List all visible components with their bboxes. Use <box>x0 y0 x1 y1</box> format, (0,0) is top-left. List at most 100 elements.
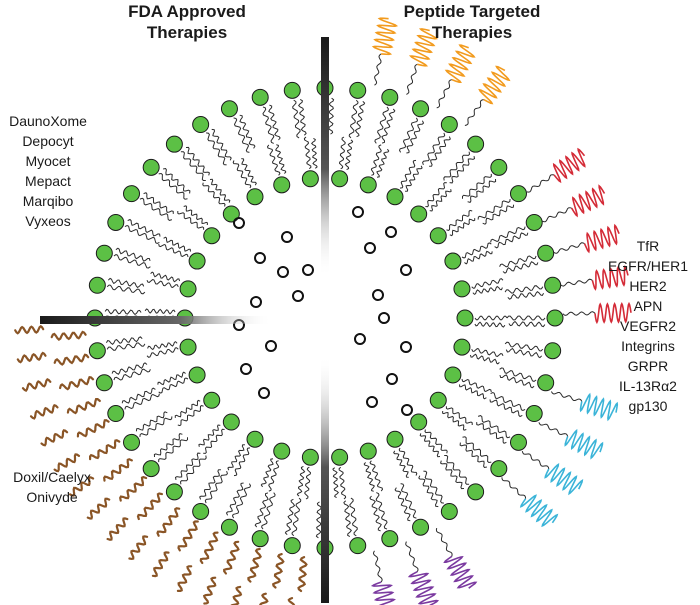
target-item: HER2 <box>629 278 667 294</box>
lipid-tail <box>146 279 179 288</box>
lipid-tail <box>490 226 526 243</box>
peg-chain-layer <box>14 324 308 605</box>
peg-chain <box>271 553 285 589</box>
lipid-tail <box>261 492 276 530</box>
lipid-tail <box>241 158 257 186</box>
lipid-headgroup <box>283 81 301 99</box>
lipid-tail <box>419 433 441 458</box>
lipid-tail <box>146 347 179 358</box>
drug-molecule <box>292 290 304 302</box>
lipid-tail <box>449 218 476 237</box>
lipid-headgroup <box>509 185 527 203</box>
lipid-tail <box>443 151 471 181</box>
lipid-headgroup <box>273 442 291 460</box>
lipid-tail <box>106 342 146 351</box>
peg-chain <box>136 492 163 521</box>
lipid-tail <box>459 384 487 400</box>
lipid-tail <box>266 144 281 176</box>
peg-chain <box>156 507 181 537</box>
fda-item: Depocyt <box>22 133 73 149</box>
lipid-headgroup <box>220 518 238 536</box>
lipid-tail <box>467 178 497 203</box>
peptide-helix <box>544 462 584 496</box>
lipid-tail <box>507 291 545 300</box>
lipid-tail <box>338 466 347 500</box>
target-item: IL-13Rα2 <box>619 378 677 394</box>
peptide-linker <box>406 63 418 95</box>
lipid-tail <box>476 422 507 444</box>
lipid-headgroup <box>453 338 471 356</box>
peg-chain <box>69 476 95 497</box>
lipid-headgroup <box>440 502 458 520</box>
lipid-headgroup <box>429 227 447 245</box>
lipid-tail <box>445 406 473 425</box>
peg-chain <box>103 458 133 482</box>
lipid-tail <box>393 450 409 478</box>
peg-chain <box>76 419 110 438</box>
lipid-headgroup <box>444 252 462 270</box>
lipid-tail <box>369 495 382 532</box>
lipid-tail <box>115 247 151 262</box>
lipid-headgroup <box>123 185 141 203</box>
peptide-helix <box>579 392 619 422</box>
lipid-headgroup <box>490 460 508 478</box>
peptide-helix <box>571 184 606 218</box>
peg-chain <box>177 520 199 552</box>
peg-chain <box>89 439 121 461</box>
lipid-tail <box>482 204 515 225</box>
peptide-linker <box>538 422 569 437</box>
lipid-headgroup <box>107 405 125 423</box>
lipid-headgroup <box>107 213 125 231</box>
header-fda-line1: FDA Approved <box>128 2 246 21</box>
lipid-tail <box>489 399 523 418</box>
drug-molecule <box>302 264 314 276</box>
lipid-tail <box>233 447 251 477</box>
peg-chain <box>287 597 296 605</box>
lipid-headgroup <box>546 309 564 327</box>
lipid-tail <box>461 378 492 393</box>
lipid-tail <box>327 97 335 135</box>
lipid-headgroup <box>453 280 471 298</box>
lipid-headgroup <box>410 205 428 223</box>
lipid-headgroup <box>537 244 555 262</box>
lipid-tail <box>231 483 252 519</box>
lipid-tail <box>121 387 156 404</box>
lipid-tail <box>183 205 208 226</box>
lipid-headgroup <box>246 188 264 206</box>
drug-molecule <box>354 333 366 345</box>
peptide-helix <box>564 428 604 460</box>
lipid-headgroup <box>331 448 349 466</box>
lipid-tail <box>490 391 526 412</box>
lipid-tail <box>124 224 160 245</box>
peptide-linker <box>553 242 585 254</box>
drug-molecule <box>265 340 277 352</box>
lipid-headgroup <box>179 338 197 356</box>
peptide-helix <box>443 555 478 589</box>
lipid-tail <box>394 487 411 522</box>
lipid-tail <box>124 393 160 410</box>
drug-molecule <box>233 217 245 229</box>
drug-molecule <box>400 341 412 353</box>
lipid-headgroup <box>273 176 291 194</box>
lipid-tail <box>462 436 492 464</box>
lipid-tail <box>144 308 176 315</box>
fda-item: Marqibo <box>23 193 74 209</box>
lipid-tail <box>163 236 191 252</box>
lipid-tail <box>158 377 189 394</box>
lipid-tail <box>163 167 191 194</box>
lipid-tail <box>442 410 467 431</box>
lipid-headgroup <box>331 170 349 188</box>
target-item: VEGFR2 <box>620 318 676 334</box>
lipid-tail <box>398 447 418 476</box>
drug-molecule <box>366 396 378 408</box>
target-item: APN <box>634 298 663 314</box>
lipid-tail <box>418 475 439 508</box>
lipid-tail <box>311 137 318 169</box>
lipid-tail-layer <box>104 97 546 539</box>
header-peptide-line1: Peptide Targeted <box>404 2 541 21</box>
peg-chain <box>247 547 262 583</box>
lipid-tail <box>284 498 296 536</box>
peg-chain <box>66 398 101 415</box>
lipid-headgroup <box>220 100 238 118</box>
lipid-tail <box>446 209 473 231</box>
